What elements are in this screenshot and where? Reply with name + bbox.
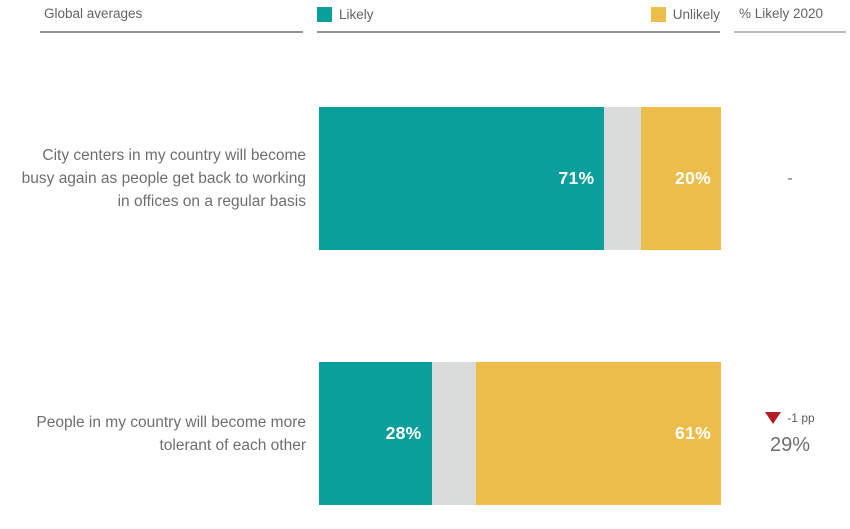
bar-value-likely: 28% (385, 423, 422, 443)
likely-2020-cell: - (734, 107, 846, 250)
bar-segment-neutral (431, 362, 476, 505)
bar-value-unlikely: 20% (675, 168, 711, 188)
row-label: People in my country will become more to… (36, 413, 306, 454)
bar-segment-neutral (604, 107, 641, 250)
stacked-bar: 28% 61% (319, 362, 721, 505)
bar-segment-unlikely: 61% (475, 362, 721, 505)
chart-title-section: Global averages (40, 6, 303, 33)
likely-swatch-icon (317, 7, 332, 22)
change-value: -1 pp (787, 410, 815, 425)
bar-segment-unlikely: 20% (640, 107, 721, 250)
likely-2020-value: - (787, 169, 793, 187)
likely-2020-cell: -1 pp 29% (734, 362, 846, 505)
likely-2020-value: 29% (769, 433, 811, 456)
legend-label-likely: Likely (339, 6, 374, 22)
bar-value-likely: 71% (558, 168, 595, 188)
chart-row-city-centers: City centers in my country will become b… (0, 107, 850, 250)
stacked-bar: 71% 20% (319, 107, 721, 250)
bar-value-unlikely: 61% (675, 423, 711, 443)
chart-row-tolerance: People in my country will become more to… (0, 362, 850, 505)
row-label: City centers in my country will become b… (21, 147, 306, 210)
unlikely-swatch-icon (650, 7, 666, 22)
change-indicator: -1 pp (765, 410, 815, 425)
legend-item-unlikely: Unlikely (650, 6, 720, 22)
chart-title: Global averages (44, 6, 143, 21)
triangle-down-icon (765, 411, 782, 424)
legend-item-likely: Likely (317, 6, 374, 22)
right-column-header: % Likely 2020 (739, 6, 824, 21)
bar-segment-likely: 71% (319, 107, 605, 250)
bar-segment-likely: 28% (319, 362, 432, 505)
legend-label-unlikely: Unlikely (672, 6, 720, 22)
legend: Likely Unlikely (317, 6, 720, 33)
right-column-header-section: % Likely 2020 (734, 6, 846, 33)
